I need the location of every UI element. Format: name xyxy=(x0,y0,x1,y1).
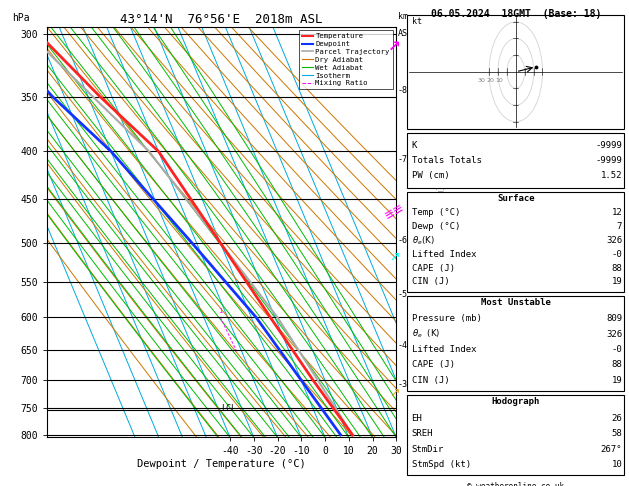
Text: 10: 10 xyxy=(611,460,622,469)
Text: -3: -3 xyxy=(398,381,408,389)
Text: Temp (°C): Temp (°C) xyxy=(411,208,460,217)
Text: km: km xyxy=(398,12,408,20)
Text: 1: 1 xyxy=(218,308,222,314)
Text: 809: 809 xyxy=(606,314,622,323)
Text: -6: -6 xyxy=(398,236,408,245)
Text: CAPE (J): CAPE (J) xyxy=(411,263,455,273)
Text: $\theta_e$(K): $\theta_e$(K) xyxy=(411,234,435,247)
Text: CAPE (J): CAPE (J) xyxy=(411,360,455,369)
Text: EH: EH xyxy=(411,414,422,423)
Text: 20: 20 xyxy=(487,78,494,83)
Text: Pressure (mb): Pressure (mb) xyxy=(411,314,481,323)
Title: 43°14'N  76°56'E  2018m ASL: 43°14'N 76°56'E 2018m ASL xyxy=(121,13,323,26)
Text: $\theta_e$  (K): $\theta_e$ (K) xyxy=(411,328,440,340)
Text: 1.52: 1.52 xyxy=(601,172,622,180)
Text: ↗: ↗ xyxy=(389,251,399,264)
Text: Hodograph: Hodograph xyxy=(492,397,540,406)
Text: 26: 26 xyxy=(611,414,622,423)
Text: Lifted Index: Lifted Index xyxy=(411,345,476,354)
Text: 88: 88 xyxy=(611,360,622,369)
Text: CIN (J): CIN (J) xyxy=(411,376,449,385)
Text: ASL: ASL xyxy=(398,29,413,38)
Text: LCL: LCL xyxy=(221,404,237,413)
Text: 326: 326 xyxy=(606,236,622,245)
Text: 267°: 267° xyxy=(601,445,622,454)
Text: K: K xyxy=(411,141,417,150)
Text: SREH: SREH xyxy=(411,429,433,438)
Text: StmDir: StmDir xyxy=(411,445,444,454)
Text: 7: 7 xyxy=(617,222,622,231)
Text: 326: 326 xyxy=(606,330,622,339)
Text: Mixing Ratio (g/kg): Mixing Ratio (g/kg) xyxy=(437,185,446,279)
Text: 88: 88 xyxy=(611,263,622,273)
Text: 06.05.2024  18GMT  (Base: 18): 06.05.2024 18GMT (Base: 18) xyxy=(431,9,601,19)
FancyBboxPatch shape xyxy=(407,296,625,391)
Text: StmSpd (kt): StmSpd (kt) xyxy=(411,460,470,469)
Text: 19: 19 xyxy=(611,278,622,286)
Text: 19: 19 xyxy=(611,376,622,385)
Text: -9999: -9999 xyxy=(595,141,622,150)
X-axis label: Dewpoint / Temperature (°C): Dewpoint / Temperature (°C) xyxy=(137,459,306,469)
Text: -5: -5 xyxy=(398,290,408,299)
FancyBboxPatch shape xyxy=(407,133,625,188)
Text: -0: -0 xyxy=(611,345,622,354)
Text: -4: -4 xyxy=(398,341,408,350)
Legend: Temperature, Dewpoint, Parcel Trajectory, Dry Adiabat, Wet Adiabat, Isotherm, Mi: Temperature, Dewpoint, Parcel Trajectory… xyxy=(299,30,392,89)
FancyBboxPatch shape xyxy=(407,15,625,129)
Text: -0: -0 xyxy=(611,250,622,259)
Text: 30: 30 xyxy=(478,78,486,83)
Text: Dewp (°C): Dewp (°C) xyxy=(411,222,460,231)
FancyBboxPatch shape xyxy=(407,395,625,475)
Text: -8: -8 xyxy=(398,87,408,95)
Text: Lifted Index: Lifted Index xyxy=(411,250,476,259)
Text: ↗: ↗ xyxy=(388,39,401,53)
Text: ↗: ↗ xyxy=(389,387,399,400)
Text: kt: kt xyxy=(411,17,421,26)
Text: PW (cm): PW (cm) xyxy=(411,172,449,180)
Text: ≡≡: ≡≡ xyxy=(382,201,407,222)
Text: hPa: hPa xyxy=(12,13,30,23)
FancyBboxPatch shape xyxy=(407,192,625,292)
Text: -9999: -9999 xyxy=(595,156,622,165)
Text: 10: 10 xyxy=(496,78,504,83)
Text: CIN (J): CIN (J) xyxy=(411,278,449,286)
Text: 58: 58 xyxy=(611,429,622,438)
Text: © weatheronline.co.uk: © weatheronline.co.uk xyxy=(467,482,564,486)
Text: 12: 12 xyxy=(611,208,622,217)
Text: Totals Totals: Totals Totals xyxy=(411,156,481,165)
Text: -7: -7 xyxy=(398,155,408,164)
Text: Surface: Surface xyxy=(497,194,535,203)
Text: Most Unstable: Most Unstable xyxy=(481,297,551,307)
